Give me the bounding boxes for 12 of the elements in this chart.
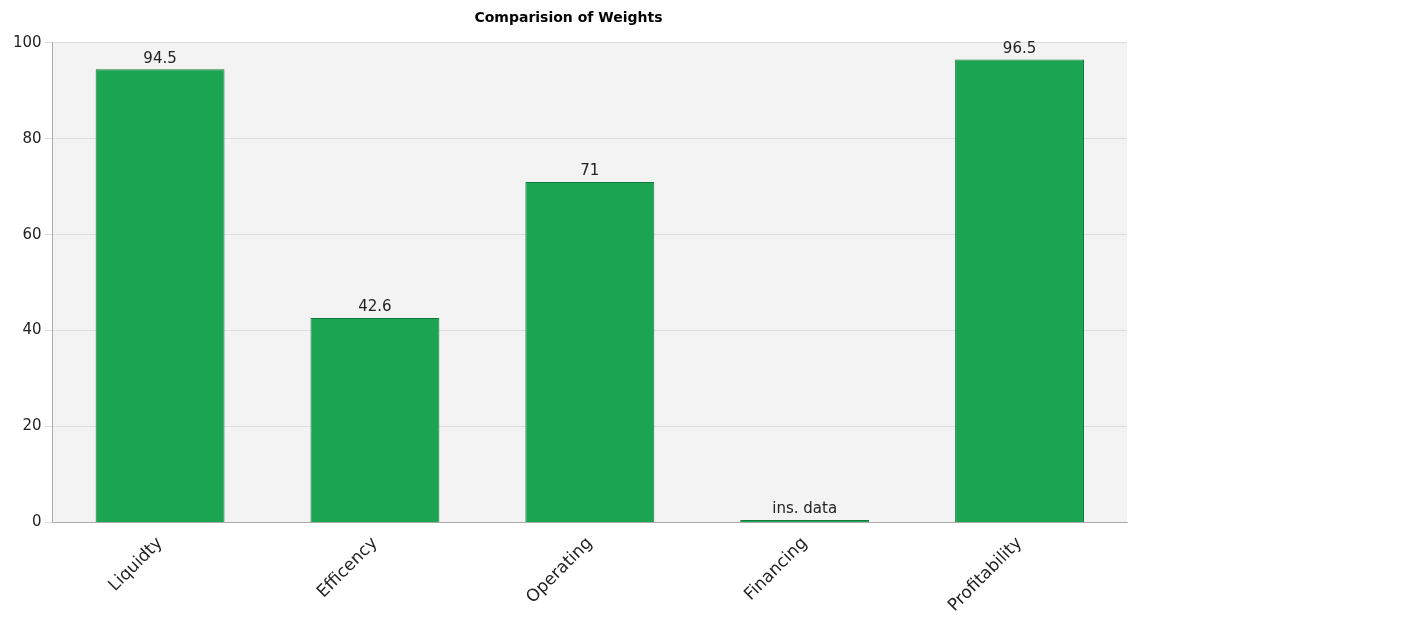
- y-tick-label: 40: [22, 320, 42, 339]
- y-tick-label: 100: [12, 32, 42, 51]
- data-label: 94.5: [143, 48, 177, 67]
- y-tick-label: 80: [22, 128, 42, 147]
- data-label: 42.6: [358, 297, 392, 316]
- y-tick-label: 20: [22, 416, 42, 435]
- data-label: ins. data: [772, 499, 838, 518]
- chart-title: Comparision of Weights: [474, 9, 663, 26]
- y-tick-label: 60: [22, 224, 42, 243]
- data-label: 71: [580, 161, 600, 180]
- y-tick-label: 0: [32, 512, 42, 531]
- data-label: 96.5: [1002, 38, 1037, 57]
